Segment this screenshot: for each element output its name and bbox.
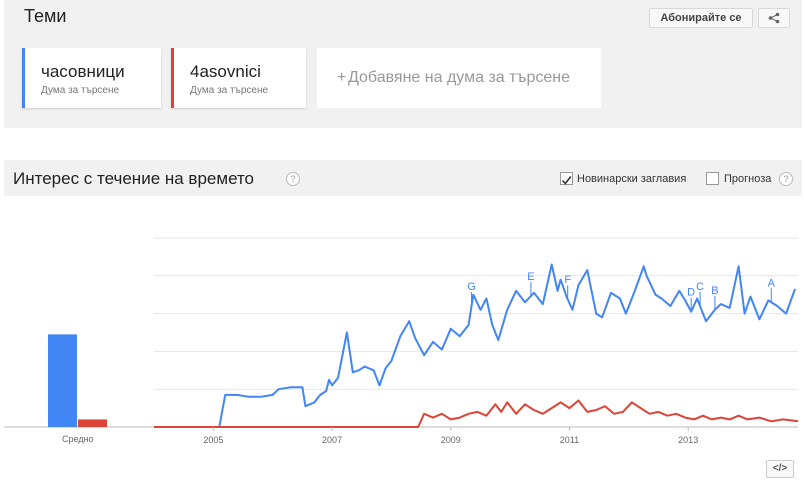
forecast-help-icon[interactable]: ? <box>779 172 793 186</box>
share-icon <box>768 12 780 24</box>
news-headlines-label: Новинарски заглавия <box>577 173 687 185</box>
interest-title: Интерес с течение на времето <box>13 169 255 188</box>
term-card-4asovnici[interactable]: 4asovnici Дума за търсене <box>171 48 306 108</box>
add-term-placeholder: Добавяне на дума за търсене <box>348 69 570 86</box>
checkmark-icon <box>561 176 572 185</box>
news-marker-B: B <box>711 285 718 297</box>
average-label: Средно <box>62 434 94 444</box>
term-card-chasovnici[interactable]: часовници Дума за търсене <box>22 48 161 108</box>
news-marker-F: F <box>564 274 571 286</box>
average-bar-0 <box>48 334 77 427</box>
news-marker-C: C <box>696 281 704 293</box>
add-term-field[interactable]: + Добавяне на дума за търсене <box>317 48 601 108</box>
x-tick-label: 2009 <box>441 435 461 445</box>
add-plus-icon: + <box>337 69 347 86</box>
term-label: 4asovnici <box>190 62 261 81</box>
term-label: часовници <box>41 62 125 81</box>
news-headlines-checkbox[interactable] <box>560 172 573 185</box>
news-marker-E: E <box>527 271 534 283</box>
share-button[interactable] <box>758 8 790 28</box>
series-line-1 <box>154 399 799 428</box>
help-icon[interactable]: ? <box>286 172 300 186</box>
news-marker-G: G <box>467 281 476 293</box>
series-line-0 <box>154 263 796 428</box>
x-tick-label: 2013 <box>678 435 698 445</box>
x-tick-label: 2011 <box>560 435 579 445</box>
news-marker-A: A <box>768 277 776 289</box>
average-bar-1 <box>78 419 107 427</box>
embed-button[interactable]: </> <box>766 460 794 478</box>
x-tick-label: 2007 <box>322 435 342 445</box>
interest-chart: G F E D C B A 2005 2007 2009 2011 2013 <box>4 237 799 445</box>
forecast-label: Прогноза <box>724 173 772 185</box>
subscribe-button[interactable]: Абонирайте се <box>649 8 753 28</box>
forecast-checkbox[interactable] <box>706 172 719 185</box>
term-color-bar <box>22 48 25 108</box>
news-marker-D: D <box>687 287 695 299</box>
interest-header: Интерес с течение на времето ? Новинарск… <box>4 160 802 196</box>
term-type: Дума за търсене <box>41 85 120 96</box>
term-color-bar <box>171 48 174 108</box>
x-tick-label: 2005 <box>203 435 223 445</box>
topics-title: Теми <box>24 6 67 26</box>
term-type: Дума за търсене <box>190 85 269 96</box>
